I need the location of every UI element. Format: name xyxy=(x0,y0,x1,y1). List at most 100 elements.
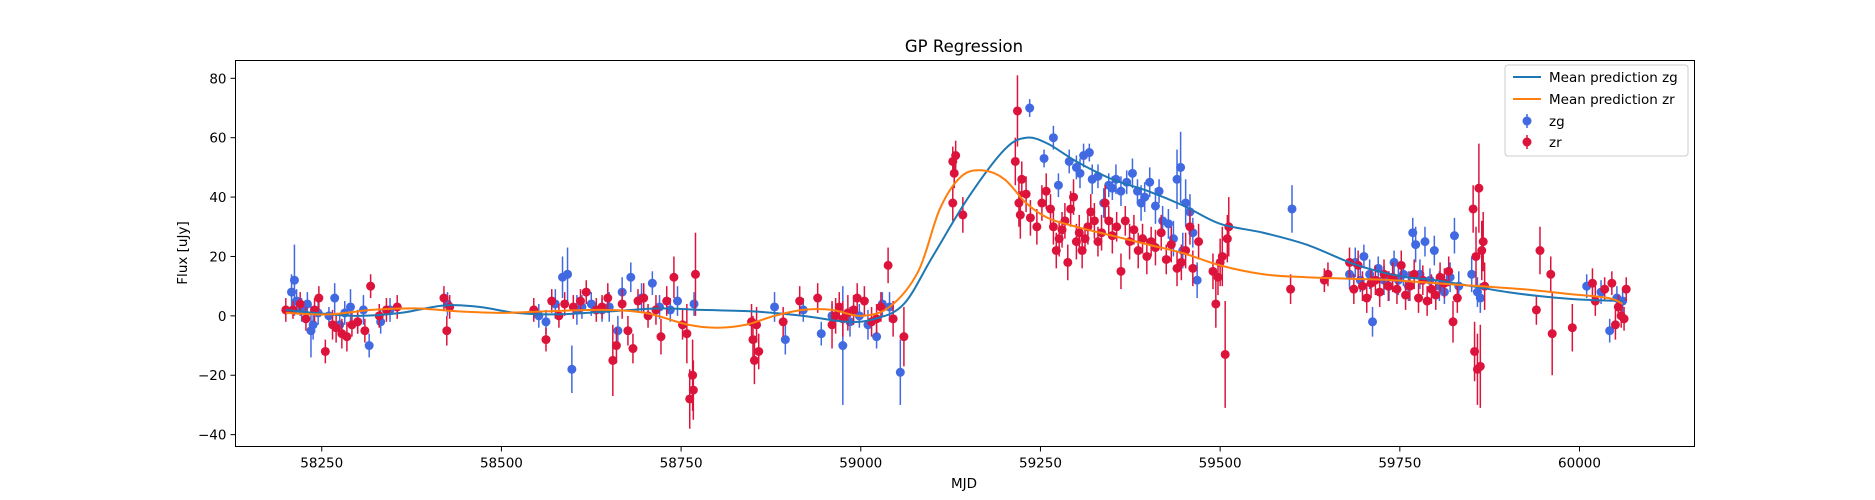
zr-point xyxy=(1405,281,1415,291)
zr-point xyxy=(1194,237,1204,247)
zr-point xyxy=(1012,106,1022,116)
zr-point xyxy=(651,305,661,315)
zr-point xyxy=(948,198,958,208)
legend: Mean prediction zg Mean prediction zr zg… xyxy=(1504,64,1689,157)
zr-point xyxy=(1323,269,1333,279)
zr-point xyxy=(754,346,764,356)
zg-point xyxy=(1116,186,1126,196)
zr-point xyxy=(1025,213,1035,223)
zg-point xyxy=(1163,219,1173,229)
zr-point xyxy=(1100,198,1110,208)
zr-point xyxy=(1362,293,1372,303)
zr-point xyxy=(1567,323,1577,333)
zg-point xyxy=(1039,153,1049,163)
x-tick-label: 58750 xyxy=(660,456,703,472)
zr-point xyxy=(1535,246,1545,256)
zr-point xyxy=(831,311,841,321)
zr-point xyxy=(1041,186,1051,196)
y-tick-label: 80 xyxy=(209,71,226,87)
zr-point xyxy=(849,305,859,315)
zr-point xyxy=(1546,269,1556,279)
zr-point xyxy=(1587,278,1597,288)
zr-point xyxy=(342,332,352,342)
zg-point xyxy=(1084,148,1094,158)
zr-point xyxy=(1431,290,1441,300)
zr-point xyxy=(628,344,638,354)
y-tick-label: 0 xyxy=(218,309,227,325)
zg-point xyxy=(308,320,318,330)
x-axis-label: MJD xyxy=(951,476,977,492)
zr-point xyxy=(1208,266,1218,276)
zr-point xyxy=(859,296,869,306)
zr-point xyxy=(1220,349,1230,359)
zr-point xyxy=(1357,281,1367,291)
zr-point xyxy=(1401,290,1411,300)
zr-point xyxy=(1448,317,1458,327)
zg-point xyxy=(302,299,312,309)
zr-point xyxy=(1414,293,1424,303)
zr-point xyxy=(688,385,698,395)
zr-point xyxy=(639,293,649,303)
zr-point xyxy=(1211,299,1221,309)
zg-point xyxy=(289,275,299,285)
zg-point xyxy=(1368,317,1378,327)
zr-point xyxy=(1086,207,1096,217)
y-tick-label: 60 xyxy=(209,131,226,147)
zr-point xyxy=(1116,266,1126,276)
zr-point xyxy=(1017,174,1027,184)
zg-point xyxy=(689,299,699,309)
x-tick-label: 59250 xyxy=(1019,456,1062,472)
mean-line-zr xyxy=(285,169,1624,329)
zg-point xyxy=(816,329,826,339)
zg-point xyxy=(563,269,573,279)
mean-line-layer xyxy=(285,136,1624,329)
zr-point xyxy=(1185,222,1195,232)
x-tick-label: 58500 xyxy=(480,456,523,472)
zr-point xyxy=(1286,284,1296,294)
zr-point xyxy=(682,329,692,339)
zg-point xyxy=(1420,237,1430,247)
zr-point xyxy=(360,326,370,336)
zg-point xyxy=(1429,246,1439,256)
zr-point xyxy=(1015,210,1025,220)
zr-point xyxy=(1474,183,1484,193)
zr-point xyxy=(748,335,758,345)
zg-point xyxy=(1075,168,1085,178)
zr-point xyxy=(883,260,893,270)
zr-point xyxy=(1600,284,1610,294)
zr-point xyxy=(852,293,862,303)
zg-point xyxy=(345,302,355,312)
zr-point xyxy=(442,326,452,336)
zr-point xyxy=(1547,329,1557,339)
zr-point xyxy=(1392,284,1402,294)
zg-point xyxy=(838,341,848,351)
legend-zr-marker xyxy=(1522,137,1532,147)
zr-point xyxy=(353,317,363,327)
zr-point xyxy=(560,299,570,309)
zr-point xyxy=(1093,237,1103,247)
zr-point xyxy=(827,320,837,330)
zr-point xyxy=(541,335,551,345)
zr-point xyxy=(1444,266,1454,276)
chart-title: GP Regression xyxy=(905,37,1023,56)
zr-point xyxy=(608,355,618,365)
zr-point xyxy=(778,317,788,327)
zg-point xyxy=(872,332,882,342)
zr-point xyxy=(1468,204,1478,214)
zg-point xyxy=(1287,204,1297,214)
zr-point xyxy=(899,332,909,342)
zr-point xyxy=(1477,246,1487,256)
zr-point xyxy=(876,302,886,312)
x-tick-label: 59000 xyxy=(839,456,882,472)
plot-area xyxy=(235,60,1695,447)
zr-point xyxy=(1349,284,1359,294)
zr-point xyxy=(1129,225,1139,235)
axes-frame xyxy=(235,60,1695,447)
zg-point xyxy=(895,367,905,377)
zr-point xyxy=(295,299,305,309)
zr-point xyxy=(795,296,805,306)
y-tick-label: −40 xyxy=(198,428,227,444)
legend-zg-label: zg xyxy=(1549,114,1565,130)
zr-point xyxy=(1069,192,1079,202)
